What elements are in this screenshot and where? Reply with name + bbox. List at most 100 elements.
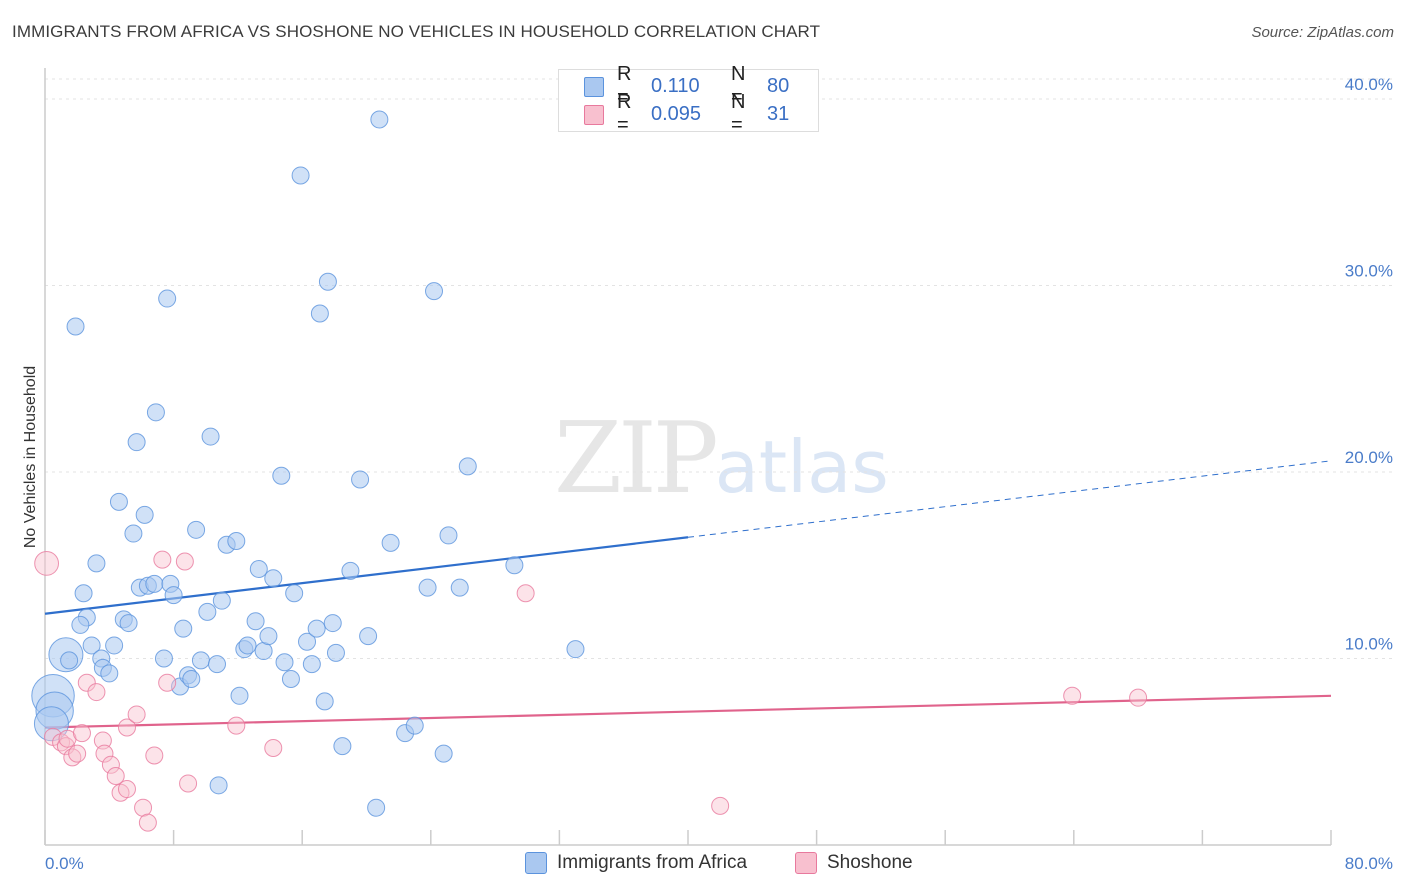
africa-point bbox=[310, 304, 329, 323]
series-legend-label: Shoshone bbox=[827, 852, 913, 873]
africa-point bbox=[158, 289, 177, 308]
shoshone-point bbox=[56, 737, 75, 756]
shoshone-point bbox=[175, 552, 194, 571]
africa-point bbox=[201, 427, 220, 446]
shoshone-point bbox=[1063, 686, 1082, 705]
legend-r-label: R = bbox=[617, 91, 632, 136]
africa-point bbox=[333, 737, 352, 756]
africa-trend-line bbox=[44, 536, 689, 615]
legend-n-value: 31 bbox=[767, 102, 790, 125]
africa-point bbox=[566, 640, 585, 659]
africa-point bbox=[249, 559, 268, 578]
africa-point bbox=[109, 492, 128, 511]
africa-point bbox=[318, 272, 337, 291]
africa-point bbox=[212, 591, 231, 610]
africa-point bbox=[71, 615, 90, 634]
africa-point bbox=[182, 670, 201, 689]
shoshone-point bbox=[34, 550, 60, 576]
legend-r-label: R = bbox=[617, 63, 632, 108]
shoshone-point bbox=[68, 744, 87, 763]
africa-point bbox=[439, 526, 458, 545]
source-label: Source: ZipAtlas.com bbox=[1251, 24, 1394, 41]
legend-swatch-africa bbox=[584, 77, 604, 97]
x-tick-label: 80.0% bbox=[1345, 854, 1393, 873]
x-tick-label: 0.0% bbox=[45, 854, 84, 873]
africa-point bbox=[367, 798, 386, 817]
africa-point bbox=[154, 649, 173, 668]
africa-point bbox=[291, 166, 310, 185]
shoshone-point bbox=[145, 746, 164, 765]
africa-point bbox=[281, 670, 300, 689]
y-tick-label: 20.0% bbox=[1345, 448, 1393, 467]
y-tick-label: 30.0% bbox=[1345, 262, 1393, 281]
africa-point bbox=[105, 636, 124, 655]
africa-point bbox=[209, 776, 228, 795]
africa-point bbox=[146, 403, 165, 422]
data-points bbox=[31, 110, 1148, 832]
africa-point bbox=[238, 636, 257, 655]
shoshone-point bbox=[1129, 688, 1148, 707]
shoshone-point bbox=[93, 731, 112, 750]
shoshone-point bbox=[227, 716, 246, 735]
chart-title: IMMIGRANTS FROM AFRICA VS SHOSHONE NO VE… bbox=[12, 22, 821, 41]
shoshone-point bbox=[138, 813, 157, 832]
africa-point bbox=[191, 651, 210, 670]
africa-point bbox=[351, 470, 370, 489]
africa-point bbox=[259, 627, 278, 646]
africa-point bbox=[187, 520, 206, 539]
africa-point bbox=[323, 614, 342, 633]
series-legend-swatch bbox=[795, 852, 817, 874]
africa-trend-extension bbox=[687, 460, 1332, 538]
series-legend-item-africa: Immigrants from Africa bbox=[525, 852, 747, 874]
shoshone-point bbox=[87, 683, 106, 702]
shoshone-point bbox=[158, 673, 177, 692]
africa-point bbox=[315, 692, 334, 711]
shoshone-point bbox=[264, 739, 283, 758]
africa-point bbox=[127, 433, 146, 452]
africa-point bbox=[264, 569, 283, 588]
shoshone-point bbox=[106, 766, 125, 785]
africa-point bbox=[254, 642, 273, 661]
trend-lines bbox=[44, 460, 1332, 729]
africa-point bbox=[434, 744, 453, 763]
legend-swatch-shoshone bbox=[584, 105, 604, 125]
shoshone-point bbox=[153, 550, 172, 569]
shoshone-point bbox=[117, 718, 136, 737]
africa-point bbox=[74, 584, 93, 603]
series-legend-item-shoshone: Shoshone bbox=[795, 852, 913, 874]
africa-point bbox=[326, 643, 345, 662]
africa-point bbox=[100, 664, 119, 683]
africa-point bbox=[285, 584, 304, 603]
africa-point bbox=[208, 655, 227, 674]
africa-point bbox=[425, 282, 444, 301]
africa-point bbox=[164, 586, 183, 605]
africa-point bbox=[66, 317, 85, 336]
y-tick-label: 40.0% bbox=[1345, 75, 1393, 94]
africa-point bbox=[246, 612, 265, 631]
africa-point bbox=[227, 532, 246, 551]
shoshone-point bbox=[117, 780, 136, 799]
africa-point bbox=[505, 556, 524, 575]
africa-point bbox=[341, 561, 360, 580]
africa-point bbox=[145, 574, 164, 593]
africa-point bbox=[359, 627, 378, 646]
africa-point bbox=[381, 533, 400, 552]
africa-point bbox=[275, 653, 294, 672]
zipatlas-watermark: ZIPatlas bbox=[554, 402, 889, 516]
shoshone-point bbox=[95, 744, 114, 763]
y-tick-label: 10.0% bbox=[1345, 635, 1393, 654]
series-legend-label: Immigrants from Africa bbox=[557, 852, 748, 873]
tick-labels: 10.0% 20.0% 30.0% 40.0% 0.0% 80.0% bbox=[45, 75, 1393, 873]
africa-point bbox=[405, 716, 424, 735]
series-legend: Immigrants from Africa Shoshone bbox=[0, 852, 1406, 878]
grid-lines bbox=[45, 78, 1395, 659]
shoshone-point bbox=[101, 755, 120, 774]
shoshone-point bbox=[72, 724, 91, 743]
africa-point bbox=[302, 655, 321, 674]
legend-n-label: N = bbox=[731, 63, 746, 108]
africa-point bbox=[60, 651, 79, 670]
watermark-atlas: atlas bbox=[714, 425, 889, 509]
africa-point bbox=[272, 466, 291, 485]
africa-point bbox=[458, 457, 477, 476]
shoshone-point bbox=[179, 774, 198, 793]
